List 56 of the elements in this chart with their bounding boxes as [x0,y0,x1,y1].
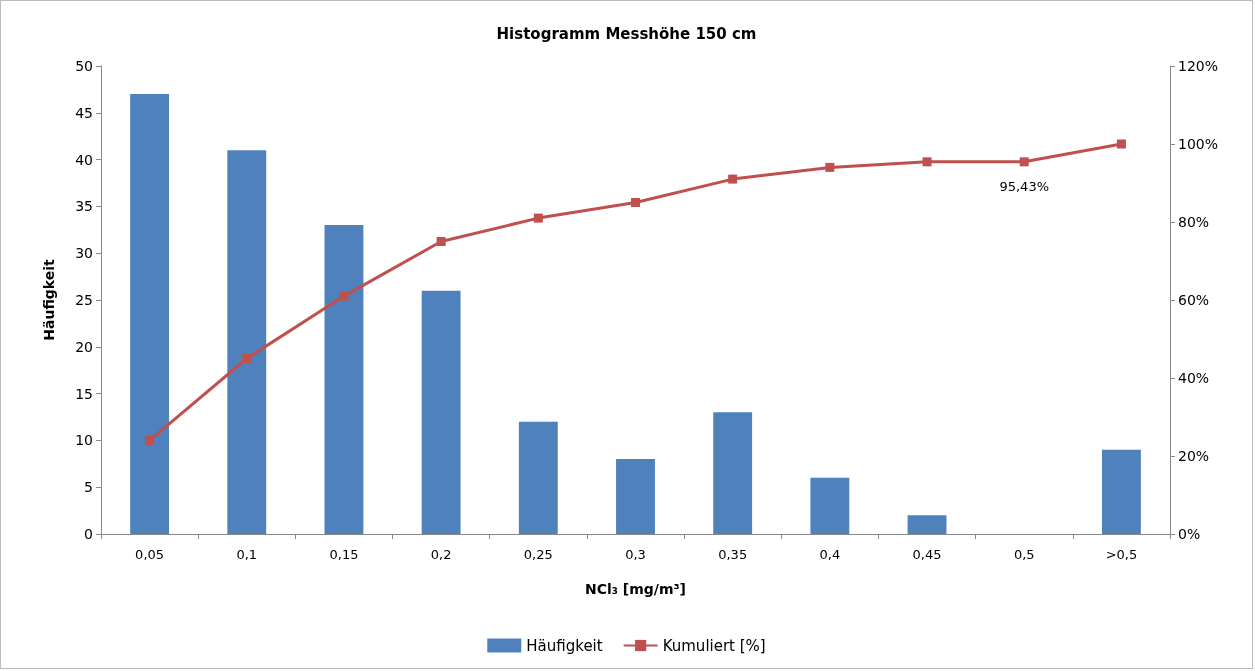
y-tick-label: 5 [84,479,93,496]
x-tick-label: 0,5 [1013,547,1035,562]
point [728,174,738,184]
x-tick-label: 0,1 [236,547,258,562]
x-tick-label: 0,25 [523,547,553,562]
point [436,237,446,246]
bar [130,94,170,534]
bar [1101,449,1141,534]
point [339,291,349,301]
y-tick-label: 50 [75,58,93,74]
y-tick-label: 25 [75,292,93,308]
y2-tick-label: 100% [1178,136,1219,152]
bar [713,412,753,534]
x-axis-title: NCl₃ [mg/m³] [584,581,687,597]
y-tick-label: 15 [75,385,93,402]
bar [421,290,461,534]
x-tick-label: 0,45 [912,547,942,562]
legend-label: Häufigkeit [526,636,603,655]
point [1019,157,1029,167]
y2-tick-label: 20% [1178,448,1210,464]
y2-tick-label: 80% [1178,214,1210,230]
x-tick-label: 0,3 [625,547,646,562]
y-tick-label: 20 [75,338,93,355]
point [922,157,932,167]
point [242,354,252,363]
point [1116,139,1126,149]
y2-tick-label: 0% [1178,526,1201,542]
y-tick-label: 35 [75,198,93,215]
y-axis-title: Häufigkeit [41,258,57,341]
y-tick-label: 0 [84,526,93,542]
x-tick-label: 0,4 [819,547,841,562]
bar [616,459,655,534]
y-tick-label: 45 [75,104,93,121]
y2-tick-label: 40% [1178,370,1210,386]
bar [518,421,558,534]
y2-tick-label: 120% [1178,58,1219,74]
point [533,213,543,223]
chart-title: Histogramm Messhöhe 150 cm [496,24,757,43]
bar [227,150,267,534]
x-tick-label: 0,2 [430,547,452,562]
bar [810,477,850,534]
bar [907,515,947,534]
data-label: 95,43% [999,179,1050,195]
y-tick-label: 40 [75,151,93,168]
legend-label: Kumuliert [%] [662,636,766,655]
point [631,198,640,207]
point [145,435,155,445]
y2-tick-label: 60% [1178,292,1210,308]
x-tick-label: 0,15 [329,547,359,562]
x-tick-label: 0,35 [718,547,748,562]
y-tick-label: 30 [75,245,93,262]
bar [324,225,364,534]
x-tick-label: 0,05 [135,547,165,562]
x-tick-label: >0,5 [1105,547,1138,562]
y-tick-label: 10 [75,432,93,449]
point [825,162,835,172]
